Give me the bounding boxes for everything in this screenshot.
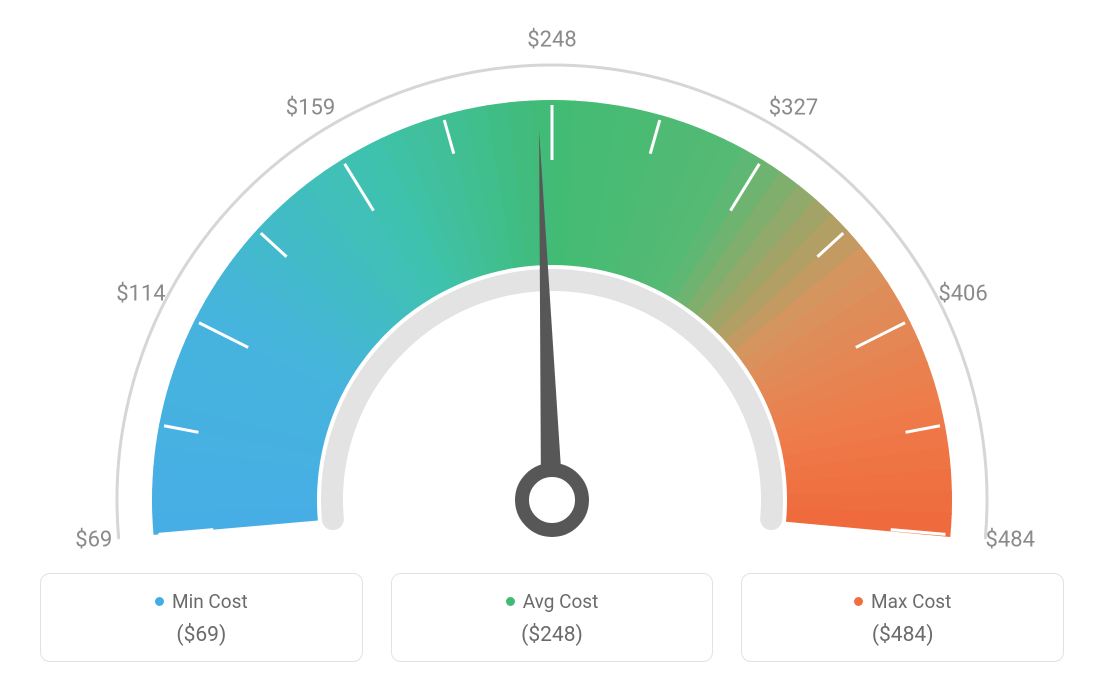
gauge-tick-label: $69 [75,528,112,553]
legend-title-text: Max Cost [871,590,951,613]
legend-title-max: Max Cost [854,590,951,613]
legend-card-min: Min Cost ($69) [40,573,363,662]
legend-title-avg: Avg Cost [506,590,599,613]
gauge-tick-label: $484 [986,528,1035,553]
legend-value-avg: ($248) [402,623,703,647]
gauge-tick-label: $406 [938,281,987,306]
gauge-tick-label: $327 [769,96,818,121]
legend-title-text: Min Cost [172,590,248,613]
dot-icon [155,597,164,606]
legend-row: Min Cost ($69) Avg Cost ($248) Max Cost … [40,573,1064,662]
gauge-tick-label: $159 [286,96,335,121]
legend-card-avg: Avg Cost ($248) [391,573,714,662]
legend-value-min: ($69) [51,623,352,647]
legend-card-max: Max Cost ($484) [741,573,1064,662]
gauge-tick-label: $114 [116,281,165,306]
gauge-svg [0,0,1104,560]
gauge-tick-label: $248 [527,28,576,53]
legend-title-min: Min Cost [155,590,248,613]
legend-value-max: ($484) [752,623,1053,647]
gauge-container: $69 $114 $159 $248 $327 $406 $484 [0,0,1104,560]
dot-icon [854,597,863,606]
gauge-needle-hub [522,470,582,530]
legend-title-text: Avg Cost [523,590,599,613]
dot-icon [506,597,515,606]
